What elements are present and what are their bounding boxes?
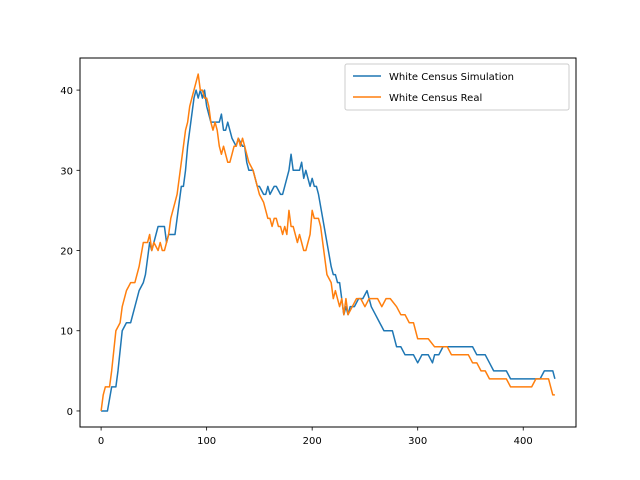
x-tick-label: 0 [98,436,104,447]
x-tick-label: 100 [197,436,216,447]
y-tick-label: 20 [60,247,73,258]
legend-label-1: White Census Simulation [389,72,514,83]
y-tick-label: 0 [67,407,73,418]
legend-label-2: White Census Real [389,93,482,104]
x-tick-label: 300 [408,436,427,447]
x-tick-label: 200 [303,436,322,447]
series-line-1 [101,89,556,412]
y-tick-label: 10 [60,327,73,338]
y-axis-ticks: 0 10 20 30 40 [60,86,80,418]
axes-frame [79,57,577,428]
x-tick-label: 400 [514,436,533,447]
y-tick-label: 30 [60,166,73,177]
legend: White Census Simulation White Census Real [344,63,570,111]
series-line-2 [100,73,555,412]
plot-lines [100,73,556,412]
legend-box [344,63,570,111]
y-tick-label: 40 [60,86,73,97]
x-axis-ticks: 0 100 200 300 400 [98,427,533,447]
